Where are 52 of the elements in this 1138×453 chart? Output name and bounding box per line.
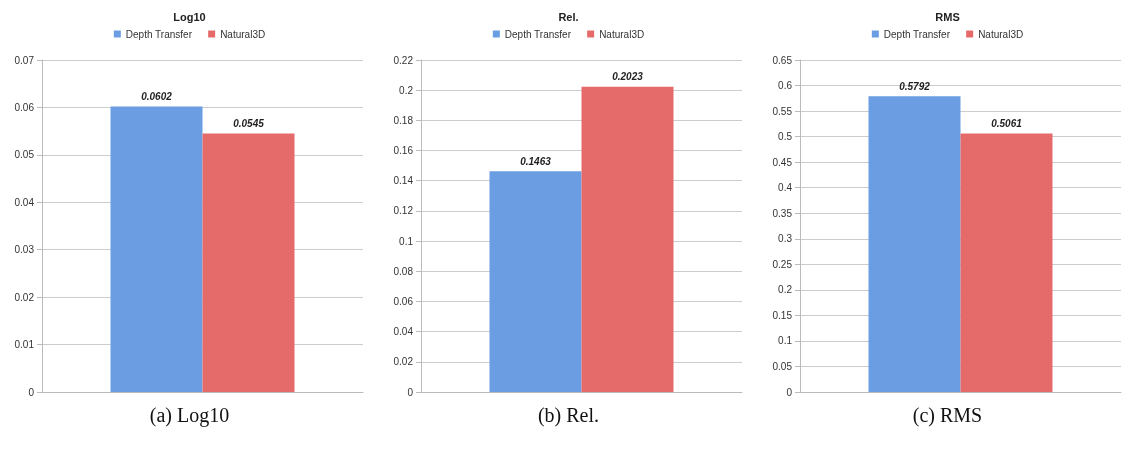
y-tick-label: 0 [28,386,35,398]
y-tick-label: 0.02 [14,291,35,303]
y-tick-label: 0 [786,386,793,398]
data-label: 0.2023 [612,71,644,83]
y-tick-label: 0.5 [778,131,793,143]
y-tick-label: 0.07 [14,54,35,66]
data-label: 0.5792 [899,80,931,92]
y-tick-label: 0.45 [772,156,793,168]
legend-label: Natural3D [978,28,1024,40]
y-tick-label: 0.55 [772,105,793,117]
text: (a) Log10 [148,404,231,427]
y-tick-label: 0.3 [778,233,793,245]
y-tick-label: 0.01 [14,339,35,351]
y-tick-label: 0.12 [393,205,414,217]
data-label: 0.5061 [991,118,1023,129]
y-tick-label: 0.65 [772,54,793,66]
y-tick-label: 0.22 [393,54,414,66]
y-tick-label: 0.15 [772,309,793,321]
data-label: 0.1463 [520,155,552,167]
chart-title: Rel. [558,10,579,23]
y-tick-label: 0.25 [772,258,793,270]
text: (c) RMS [911,404,984,427]
y-tick-label: 0.1 [399,235,414,247]
y-tick-label: 0.04 [14,196,35,208]
legend-label: Depth Transfer [504,28,572,40]
legend-label: Depth Transfer [125,28,193,40]
y-tick-label: 0.06 [393,295,414,307]
legend-label: Natural3D [220,28,266,40]
y-tick-label: 0.05 [14,149,35,161]
y-tick-label: 0.2 [778,284,793,296]
data-label: 0.0602 [141,90,173,102]
y-tick-label: 0.6 [778,80,793,92]
y-tick-label: 0.04 [393,326,414,338]
y-tick-label: 0.03 [14,244,35,256]
y-tick-label: 0.02 [393,356,414,368]
chart-title: Log10 [173,10,206,23]
chart-title: RMS [935,10,960,23]
legend-label: Depth Transfer [883,28,951,40]
text: (b) Rel. [536,404,601,427]
y-tick-label: 0.2 [399,84,414,96]
data-label: 0.0545 [233,118,265,130]
y-tick-label: 0.14 [393,175,414,187]
y-tick-label: 0 [407,386,414,398]
y-tick-label: 0.05 [772,360,793,372]
y-tick-label: 0.16 [393,145,414,157]
y-tick-label: 0.08 [393,265,414,277]
y-tick-label: 0.1 [778,335,793,347]
y-tick-label: 0.4 [778,182,793,194]
y-tick-label: 0.35 [772,207,793,219]
legend-label: Natural3D [599,28,645,40]
y-tick-label: 0.18 [393,114,414,126]
y-tick-label: 0.06 [14,101,35,113]
